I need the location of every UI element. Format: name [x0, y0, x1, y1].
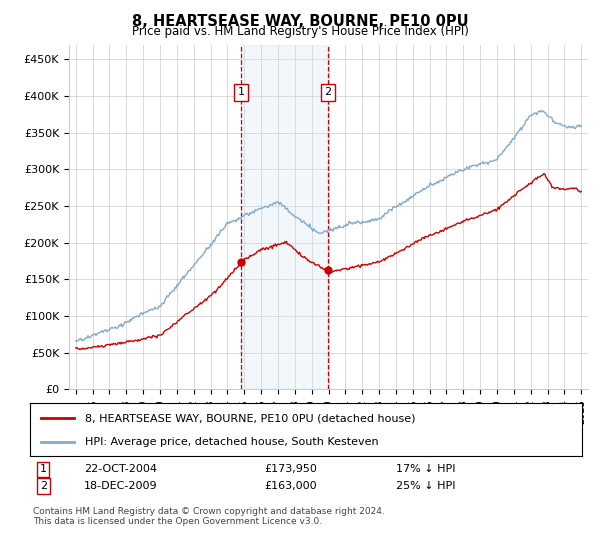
Text: 1: 1 [40, 464, 47, 474]
Text: 22-OCT-2004: 22-OCT-2004 [84, 464, 157, 474]
Text: HPI: Average price, detached house, South Kesteven: HPI: Average price, detached house, Sout… [85, 436, 379, 446]
Text: Contains HM Land Registry data © Crown copyright and database right 2024.
This d: Contains HM Land Registry data © Crown c… [33, 507, 385, 526]
Text: 1: 1 [238, 87, 245, 97]
Bar [241, 45, 328, 389]
Text: 18-DEC-2009: 18-DEC-2009 [84, 481, 158, 491]
Text: 25% ↓ HPI: 25% ↓ HPI [396, 481, 455, 491]
Text: 17% ↓ HPI: 17% ↓ HPI [396, 464, 455, 474]
Text: 8, HEARTSEASE WAY, BOURNE, PE10 0PU: 8, HEARTSEASE WAY, BOURNE, PE10 0PU [131, 14, 469, 29]
Text: £173,950: £173,950 [264, 464, 317, 474]
Text: Price paid vs. HM Land Registry's House Price Index (HPI): Price paid vs. HM Land Registry's House … [131, 25, 469, 38]
Text: 2: 2 [325, 87, 332, 97]
Text: 2: 2 [40, 481, 47, 491]
Text: £163,000: £163,000 [264, 481, 317, 491]
Text: 8, HEARTSEASE WAY, BOURNE, PE10 0PU (detached house): 8, HEARTSEASE WAY, BOURNE, PE10 0PU (det… [85, 413, 416, 423]
